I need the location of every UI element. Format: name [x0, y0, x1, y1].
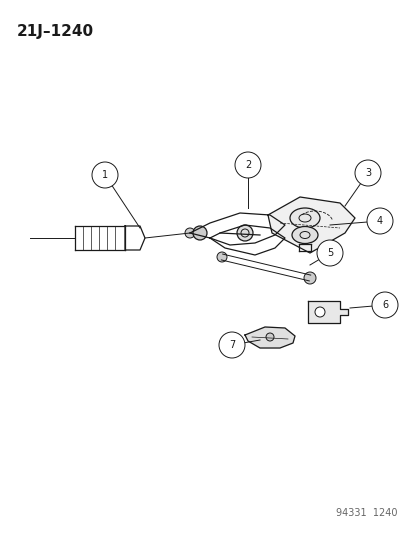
- Polygon shape: [244, 327, 294, 348]
- Text: 3: 3: [364, 168, 370, 178]
- Circle shape: [216, 252, 226, 262]
- Circle shape: [192, 226, 206, 240]
- Circle shape: [236, 225, 252, 241]
- Circle shape: [266, 333, 273, 341]
- Circle shape: [218, 332, 244, 358]
- Text: 4: 4: [376, 216, 382, 226]
- Circle shape: [92, 162, 118, 188]
- Text: 2: 2: [244, 160, 251, 170]
- Text: 6: 6: [381, 300, 387, 310]
- Circle shape: [185, 228, 195, 238]
- Circle shape: [235, 152, 260, 178]
- Circle shape: [366, 208, 392, 234]
- Text: 5: 5: [326, 248, 332, 258]
- Polygon shape: [307, 301, 347, 323]
- Circle shape: [303, 272, 315, 284]
- Circle shape: [316, 240, 342, 266]
- Circle shape: [354, 160, 380, 186]
- Text: 1: 1: [102, 170, 108, 180]
- Text: 21J–1240: 21J–1240: [17, 24, 93, 39]
- Ellipse shape: [291, 227, 317, 244]
- Text: 7: 7: [228, 340, 235, 350]
- Circle shape: [314, 307, 324, 317]
- Circle shape: [371, 292, 397, 318]
- Polygon shape: [267, 197, 354, 253]
- Ellipse shape: [289, 208, 319, 228]
- Text: 94331  1240: 94331 1240: [335, 508, 396, 518]
